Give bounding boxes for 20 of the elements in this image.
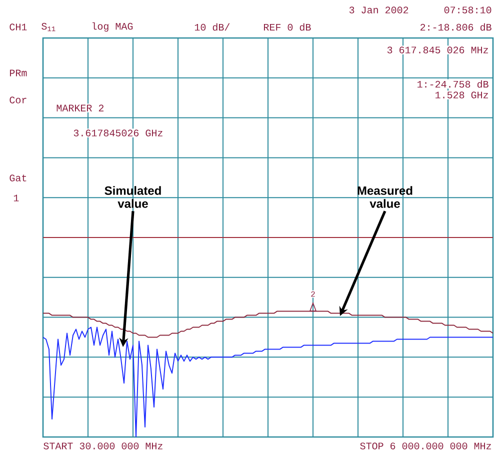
text: MARKER 2	[56, 104, 104, 112]
text: START 30.000 000 MHz	[44, 442, 162, 450]
text: 1.528 GHz	[436, 92, 488, 98]
text: 3 Jan 2002	[349, 6, 408, 14]
text: REF 0 dB	[264, 23, 311, 31]
text: CH1	[10, 24, 27, 30]
text: log MAG	[92, 22, 133, 32]
annotation: 2	[311, 291, 315, 297]
text: 2:-18.806 dB	[420, 23, 492, 31]
text: Gat	[10, 174, 26, 182]
text: 1:-24.758 dB	[418, 80, 488, 88]
text: 1	[14, 194, 19, 202]
text: 10 dB/	[194, 23, 230, 31]
text: S$_{11}$	[42, 22, 56, 32]
text: STOP 6 000.000 000 MHz	[360, 442, 491, 450]
text: 07:58:10	[444, 6, 492, 14]
text: 3.617845026 GHz	[74, 130, 162, 136]
text: PRm	[10, 70, 27, 76]
text: Cor	[10, 96, 26, 104]
text: 3 617.845 026 MHz	[387, 46, 488, 54]
